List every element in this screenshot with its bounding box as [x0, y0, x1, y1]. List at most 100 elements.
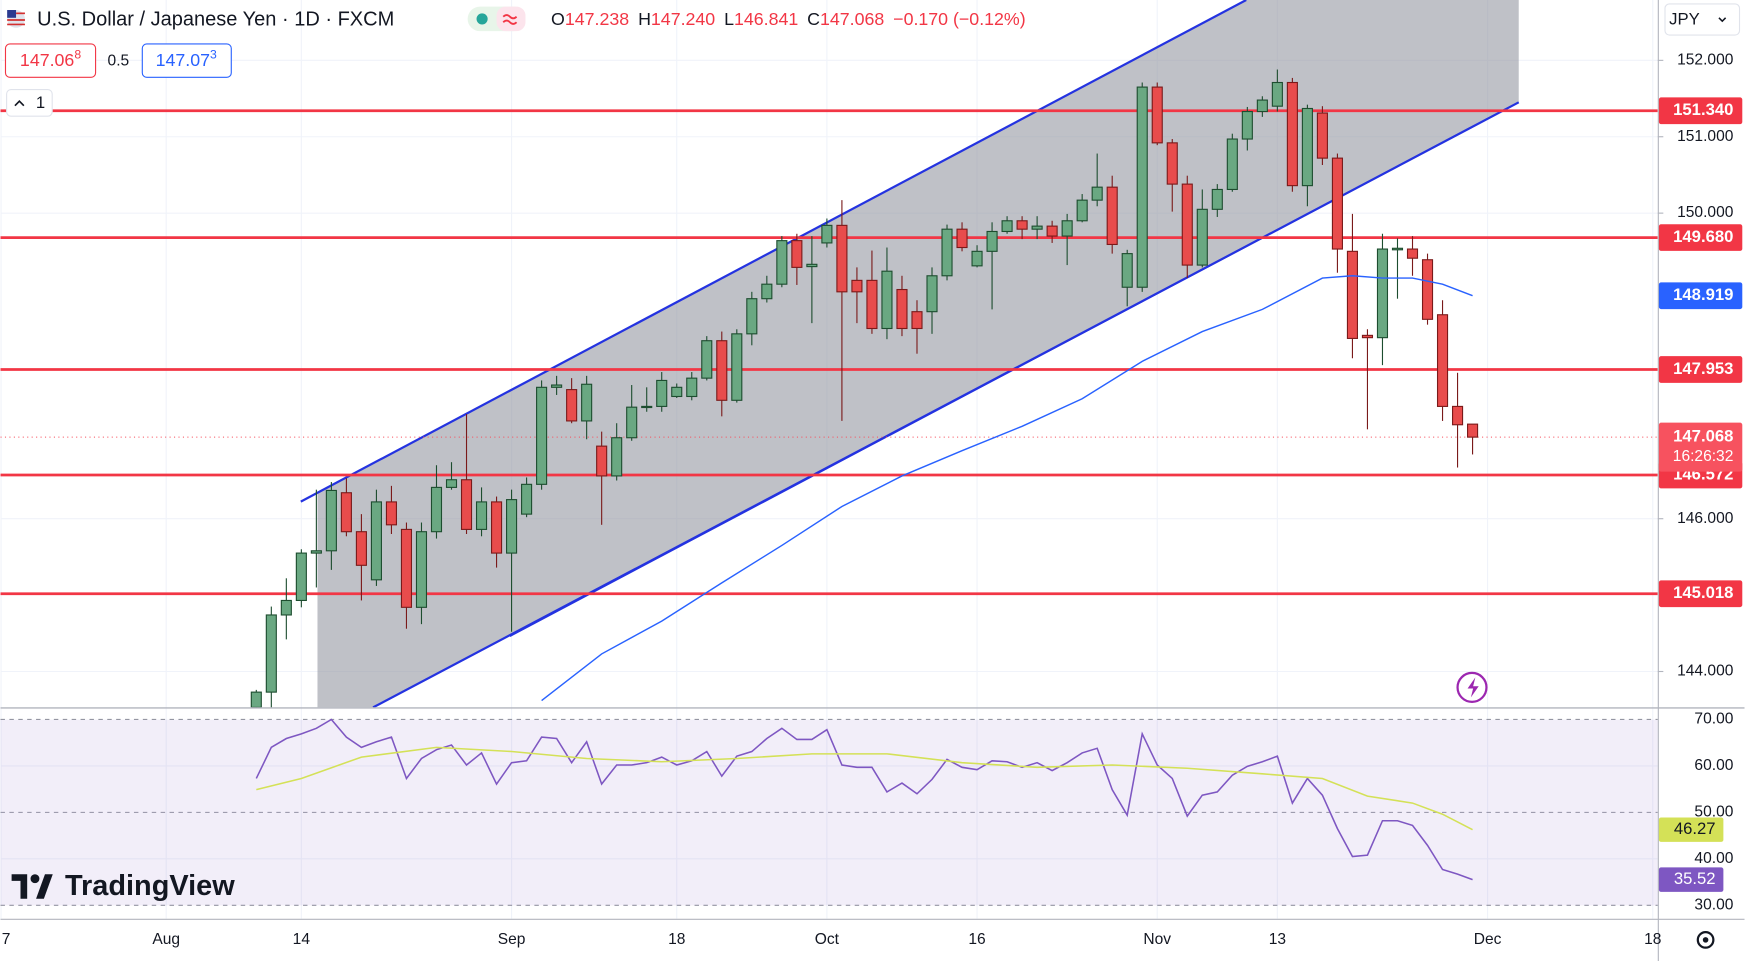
channel-fill: [317, 0, 1519, 708]
candle-body: [385, 501, 398, 526]
candle-body: [1076, 199, 1088, 222]
price-pane: [0, 69, 1658, 708]
candle-body: [445, 479, 458, 488]
level-label-box: [1658, 580, 1743, 608]
candle-body: [941, 228, 953, 277]
ohlc-key: C: [807, 9, 820, 29]
last-price-label: 147.068: [1673, 427, 1733, 446]
last-price-box: [1658, 422, 1743, 472]
y-tick-label: 146.000: [1677, 510, 1734, 527]
candle-body: [1121, 253, 1133, 288]
candle-body: [1196, 208, 1208, 266]
candle-body: [1031, 225, 1043, 230]
candle-body: [340, 492, 352, 533]
candle-body: [475, 501, 488, 530]
status-dot: [476, 13, 488, 25]
ohlc-key: H: [638, 9, 651, 29]
sell-main: 147.06: [20, 50, 74, 70]
candle-body: [956, 228, 968, 249]
logo-text: TradingView: [65, 870, 235, 902]
candle-body: [581, 383, 593, 422]
currency-label[interactable]: JPY: [1669, 9, 1700, 28]
candle-body: [1346, 250, 1359, 339]
channel-lower-inner[interactable]: [509, 124, 1475, 637]
buy-main: 147.07: [156, 50, 210, 70]
logo-mark-dot: [30, 874, 40, 884]
candle-body: [881, 270, 893, 330]
rsi-line: [255, 718, 1473, 881]
candle-body: [355, 531, 367, 566]
buy-sup: 3: [210, 48, 217, 62]
settings-icon[interactable]: [1696, 930, 1715, 949]
candle-body: [596, 445, 608, 477]
x-tick-label: Aug: [152, 931, 180, 948]
candle-body: [1151, 86, 1163, 144]
x-tick-label: Dec: [1474, 931, 1502, 948]
rsi-pane: [255, 718, 1473, 881]
candle-body: [986, 230, 998, 252]
candle-body: [430, 486, 443, 533]
y-tick-label: 40.00: [1694, 850, 1733, 867]
level-label-box: [1658, 97, 1743, 125]
indicator-count[interactable]: 1: [36, 93, 45, 112]
channel-upper[interactable]: [300, 0, 1247, 503]
y-tick-label: 70.00: [1694, 711, 1733, 728]
symbol-title[interactable]: U.S. Dollar / Japanese Yen · 1D · FXCM: [37, 8, 394, 30]
candle-body: [731, 333, 743, 401]
buy-price[interactable]: 147.073: [156, 48, 217, 70]
buy-button[interactable]: [141, 43, 232, 78]
sell-button[interactable]: [4, 43, 97, 78]
candle-body: [295, 552, 307, 602]
candle-body: [1106, 186, 1118, 246]
candle-body: [911, 311, 923, 330]
currency-dropdown[interactable]: [1664, 3, 1741, 36]
x-tick-label: 14: [293, 931, 311, 948]
candle-body: [701, 340, 713, 379]
x-tick-label: 7: [2, 931, 11, 948]
candle-body: [1316, 112, 1328, 159]
candle-body: [1181, 183, 1193, 266]
candle-body: [415, 531, 428, 608]
change-value: −0.170 (−0.12%): [893, 9, 1025, 29]
candle-body: [1046, 225, 1058, 237]
candle-body: [926, 275, 938, 313]
axes: 7 Aug 14 Sep 18 Oct 16 Nov 13 Dec 18144.000146.000…: [2, 51, 1743, 948]
sell-price[interactable]: 147.068: [20, 48, 81, 70]
candle-body: [566, 389, 578, 422]
level-label: 145.018: [1673, 583, 1733, 602]
candle-body: [821, 224, 833, 244]
candle-body: [1421, 259, 1434, 320]
chevron-icon: [14, 100, 25, 107]
lightning-icon: [1467, 677, 1479, 698]
rsi-label: 46.27: [1674, 819, 1716, 838]
y-tick-label: 144.000: [1677, 663, 1734, 680]
sell-sup: 8: [74, 48, 81, 62]
candle-body: [1391, 247, 1404, 251]
y-tick-label: 151.000: [1677, 128, 1734, 145]
candle-body: [851, 279, 863, 293]
level-label: 151.340: [1673, 100, 1733, 119]
candle-body: [656, 379, 668, 407]
candle-body: [716, 340, 728, 401]
candle-body: [551, 384, 563, 388]
candle-body: [460, 479, 473, 530]
logo-mark: [11, 874, 28, 899]
x-tick-label: 16: [968, 931, 985, 948]
indicator-toggle[interactable]: [6, 88, 53, 117]
candle-body: [776, 240, 788, 285]
candle-body: [536, 386, 548, 485]
level-label: 149.680: [1673, 227, 1733, 246]
logo: TradingView: [11, 870, 235, 902]
rsi-band: [0, 719, 1658, 906]
candle-body: [506, 499, 518, 554]
x-tick-label: 18: [1644, 931, 1661, 948]
x-tick-label: Oct: [815, 931, 840, 948]
candle-body: [686, 377, 698, 398]
candle-body: [1331, 157, 1343, 250]
x-tick-label: Nov: [1143, 931, 1171, 948]
candle-body: [1136, 86, 1148, 288]
candle-body: [1061, 220, 1073, 237]
y-tick-label: 50.00: [1694, 803, 1733, 820]
candle-body: [791, 240, 803, 268]
